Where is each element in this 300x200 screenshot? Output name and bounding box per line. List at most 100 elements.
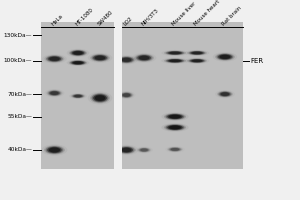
Bar xyxy=(40,22,114,169)
Ellipse shape xyxy=(164,113,186,120)
Ellipse shape xyxy=(122,58,131,62)
Ellipse shape xyxy=(189,59,206,63)
Ellipse shape xyxy=(166,114,184,120)
Ellipse shape xyxy=(167,59,183,62)
Ellipse shape xyxy=(123,93,130,97)
Ellipse shape xyxy=(44,145,65,155)
Text: NIH/3T3: NIH/3T3 xyxy=(141,7,160,26)
Ellipse shape xyxy=(169,115,181,119)
Ellipse shape xyxy=(44,55,64,63)
Ellipse shape xyxy=(166,124,184,130)
Ellipse shape xyxy=(192,52,203,54)
Ellipse shape xyxy=(164,58,186,63)
Ellipse shape xyxy=(169,52,181,54)
Ellipse shape xyxy=(120,147,133,153)
Ellipse shape xyxy=(217,91,233,97)
Ellipse shape xyxy=(117,146,136,154)
Ellipse shape xyxy=(46,56,63,62)
Ellipse shape xyxy=(134,54,154,62)
Text: Rat brain: Rat brain xyxy=(221,5,243,26)
Text: 70kDa—: 70kDa— xyxy=(8,92,32,97)
Ellipse shape xyxy=(72,51,84,55)
Text: 40kDa—: 40kDa— xyxy=(8,147,32,152)
Ellipse shape xyxy=(92,54,108,61)
Ellipse shape xyxy=(95,95,105,101)
Ellipse shape xyxy=(167,147,183,152)
Ellipse shape xyxy=(69,60,87,65)
Ellipse shape xyxy=(70,61,86,65)
Text: 100kDa—: 100kDa— xyxy=(4,58,32,63)
Ellipse shape xyxy=(93,94,107,102)
Ellipse shape xyxy=(47,147,62,153)
Ellipse shape xyxy=(140,148,148,151)
Ellipse shape xyxy=(120,57,133,62)
Ellipse shape xyxy=(120,92,133,98)
Text: 55kDa—: 55kDa— xyxy=(8,114,32,119)
Ellipse shape xyxy=(137,147,152,153)
Ellipse shape xyxy=(218,54,232,60)
Bar xyxy=(122,22,243,169)
Ellipse shape xyxy=(169,148,181,151)
Ellipse shape xyxy=(46,146,63,154)
Ellipse shape xyxy=(90,93,110,103)
Ellipse shape xyxy=(220,92,229,96)
Ellipse shape xyxy=(73,61,83,64)
Bar xyxy=(114,22,122,169)
Ellipse shape xyxy=(217,54,233,60)
Ellipse shape xyxy=(138,148,150,152)
Ellipse shape xyxy=(171,148,179,151)
Ellipse shape xyxy=(71,94,85,99)
Ellipse shape xyxy=(46,90,62,97)
Ellipse shape xyxy=(121,148,132,152)
Ellipse shape xyxy=(167,51,183,55)
Text: FER: FER xyxy=(250,58,263,64)
Ellipse shape xyxy=(167,114,183,119)
Ellipse shape xyxy=(187,58,207,63)
Ellipse shape xyxy=(72,94,84,98)
Ellipse shape xyxy=(74,95,82,97)
Ellipse shape xyxy=(139,56,149,60)
Ellipse shape xyxy=(164,124,186,131)
Ellipse shape xyxy=(169,59,181,62)
Ellipse shape xyxy=(166,59,184,63)
Ellipse shape xyxy=(167,125,183,130)
Ellipse shape xyxy=(73,51,83,55)
Ellipse shape xyxy=(192,59,203,62)
Text: HT-1080: HT-1080 xyxy=(74,7,94,26)
Ellipse shape xyxy=(70,50,86,56)
Ellipse shape xyxy=(215,53,235,61)
Ellipse shape xyxy=(49,91,60,95)
Ellipse shape xyxy=(168,147,182,152)
Ellipse shape xyxy=(49,148,60,152)
Ellipse shape xyxy=(220,55,230,59)
Ellipse shape xyxy=(49,57,60,61)
Ellipse shape xyxy=(119,57,134,63)
Text: 130kDa—: 130kDa— xyxy=(4,33,32,38)
Ellipse shape xyxy=(189,51,206,55)
Ellipse shape xyxy=(219,92,230,96)
Ellipse shape xyxy=(218,91,232,97)
Ellipse shape xyxy=(190,59,204,62)
Ellipse shape xyxy=(93,55,107,61)
Ellipse shape xyxy=(50,91,59,95)
Ellipse shape xyxy=(90,54,110,62)
Ellipse shape xyxy=(48,90,61,96)
Ellipse shape xyxy=(92,94,108,102)
Ellipse shape xyxy=(118,146,135,154)
Text: HeLa: HeLa xyxy=(51,13,64,26)
Ellipse shape xyxy=(137,55,151,61)
Text: LO2: LO2 xyxy=(123,16,134,26)
Ellipse shape xyxy=(190,51,204,55)
Ellipse shape xyxy=(166,51,184,55)
Ellipse shape xyxy=(139,148,149,152)
Ellipse shape xyxy=(187,51,207,55)
Ellipse shape xyxy=(95,56,105,60)
Text: Mouse heart: Mouse heart xyxy=(194,0,221,26)
Ellipse shape xyxy=(119,92,134,98)
Ellipse shape xyxy=(122,93,131,97)
Ellipse shape xyxy=(72,61,84,65)
Text: Mouse liver: Mouse liver xyxy=(172,1,197,26)
Ellipse shape xyxy=(69,50,87,56)
Text: SW480: SW480 xyxy=(97,9,114,26)
Ellipse shape xyxy=(136,54,152,61)
